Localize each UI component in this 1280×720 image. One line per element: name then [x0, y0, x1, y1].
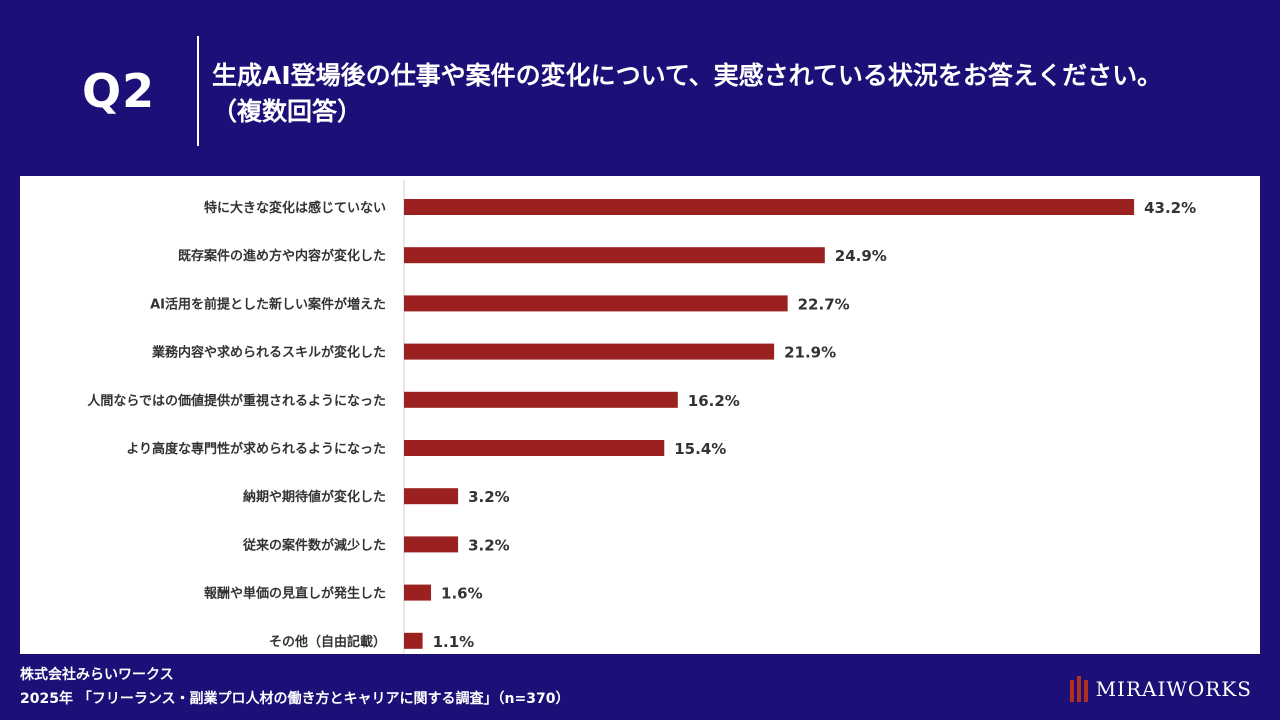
category-label: より高度な専門性が求められるようになった	[126, 441, 386, 457]
bar	[404, 343, 775, 360]
value-label: 24.9%	[835, 247, 887, 265]
value-label: 1.1%	[433, 633, 475, 651]
bar	[404, 440, 665, 456]
category-label: その他（自由記載）	[269, 634, 386, 650]
category-label: 従来の案件数が減少した	[242, 537, 386, 553]
logo-mark-icon	[1069, 676, 1088, 702]
category-label: 納期や期待値が変化した	[243, 489, 386, 505]
chart-panel: 特に大きな変化は感じていない 43.2% 既存案件の進め方や内容が変化した 24.9%…	[20, 176, 1260, 654]
mirai-works-logo: MIRAIWORKS	[1069, 676, 1252, 702]
value-label: 21.9%	[784, 344, 836, 362]
value-label: 43.2%	[1144, 199, 1196, 217]
footer-company: 株式会社みらいワークス	[20, 667, 174, 683]
category-label: 既存案件の進め方や内容が変化した	[178, 248, 386, 264]
bar	[404, 295, 788, 312]
bar	[404, 488, 459, 505]
category-label: 報酬や単価の見直しが発生した	[204, 586, 386, 602]
category-label: 特に大きな変化は感じていない	[204, 200, 386, 216]
category-label: 業務内容や求められるスキルが変化した	[151, 345, 386, 361]
footer-survey-note: 2025年 「フリーランス・副業プロ人材の働き方とキャリアに関する調査」（n=3…	[20, 691, 570, 707]
bar	[404, 199, 1135, 215]
value-label: 1.6%	[441, 585, 483, 603]
value-label: 15.4%	[674, 440, 726, 458]
title-line-2: （複数回答）	[212, 97, 363, 126]
bar	[404, 247, 825, 264]
value-label: 3.2%	[468, 488, 510, 506]
category-label: AI活用を前提とした新しい案件が増えた	[150, 296, 386, 312]
value-label: 16.2%	[688, 392, 740, 410]
value-label: 22.7%	[798, 295, 850, 313]
value-label: 3.2%	[468, 536, 510, 554]
category-label: 人間ならではの価値提供が重視されるようになった	[87, 393, 386, 409]
header-divider	[197, 36, 199, 146]
question-number: Q2	[82, 64, 156, 118]
bar	[404, 391, 678, 408]
title-line-1: 生成AI登場後の仕事や案件の変化について、実感されている状況をお答えください。	[212, 61, 1163, 90]
logo-text: MIRAIWORKS	[1095, 677, 1252, 701]
page-title: 生成AI登場後の仕事や案件の変化について、実感されている状況をお答えください。 …	[212, 58, 1252, 130]
bar-chart: 特に大きな変化は感じていない 43.2% 既存案件の進め方や内容が変化した 24.9%…	[87, 180, 1196, 654]
bar	[404, 584, 432, 601]
bar	[404, 536, 459, 553]
bar	[404, 632, 423, 649]
